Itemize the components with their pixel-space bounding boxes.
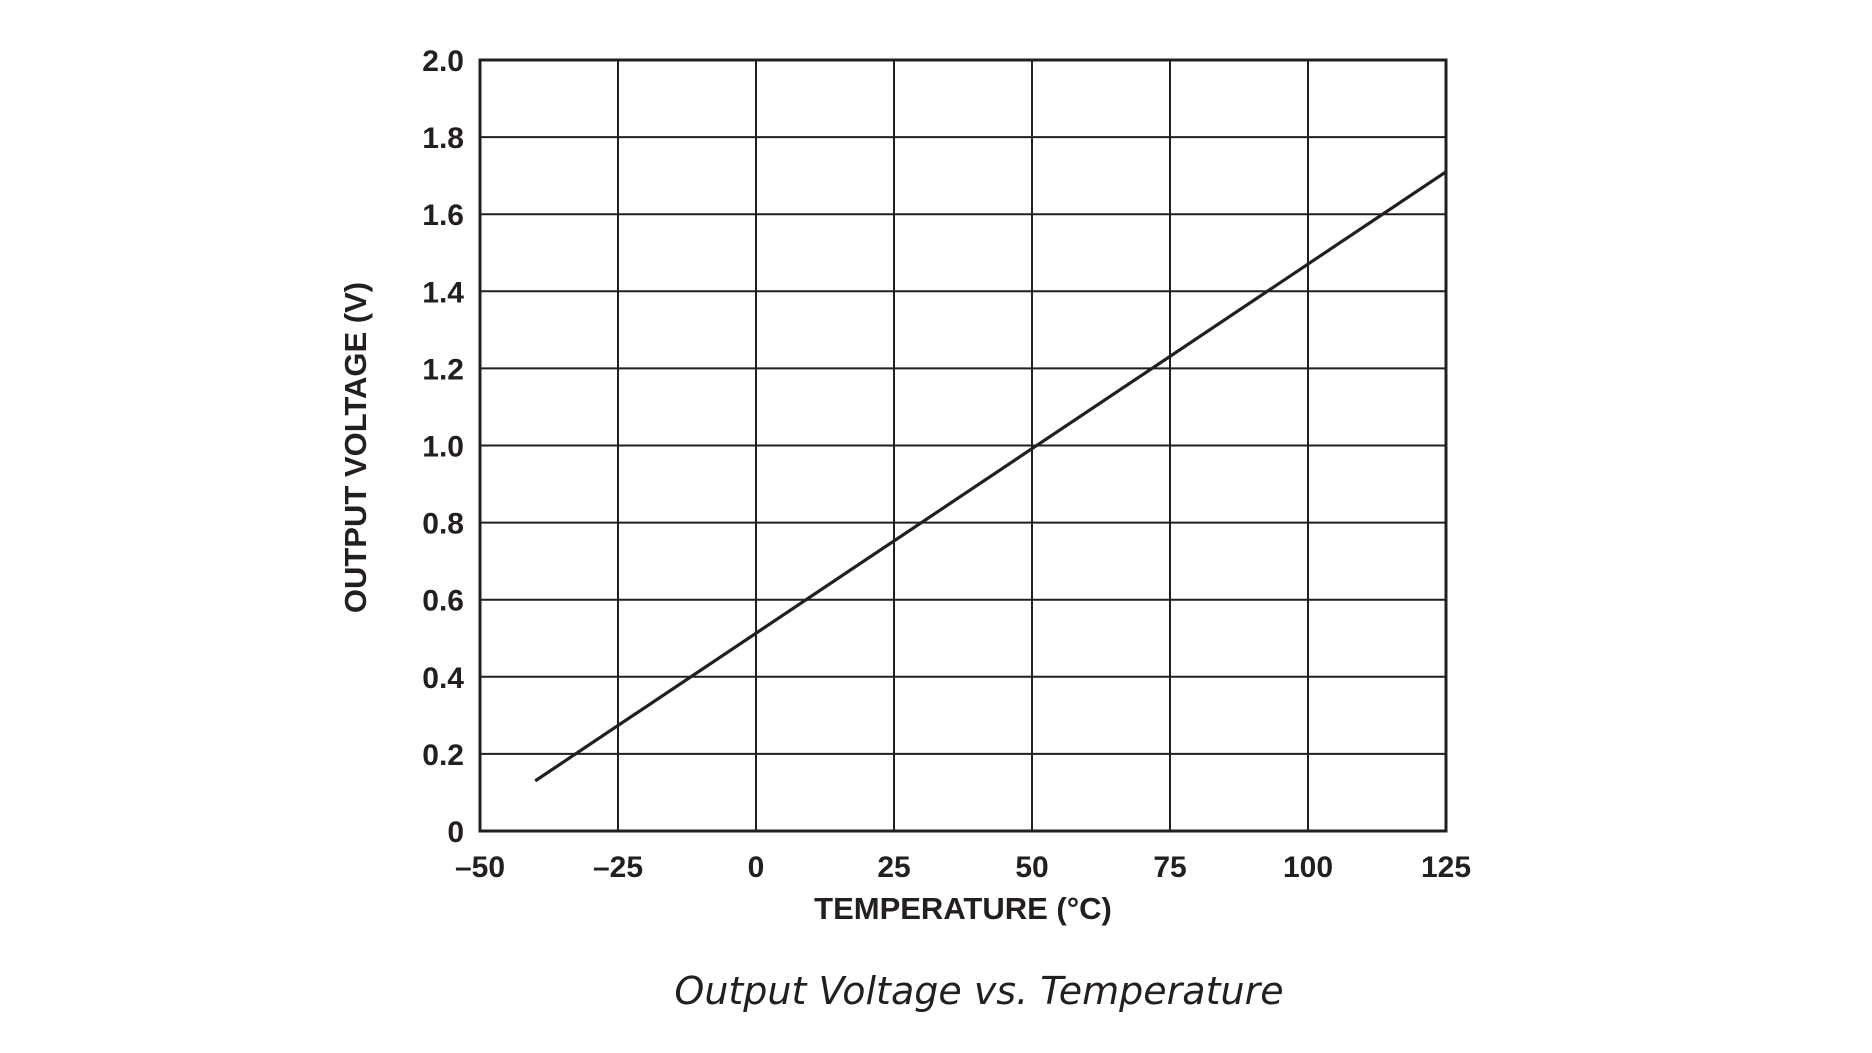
x-tick-label: 75 [1153, 851, 1186, 884]
x-tick-label: 50 [1015, 851, 1048, 884]
y-tick-labels: 0 0.2 0.4 0.6 0.8 1.0 1.2 1.4 1.6 1.8 2.0 [422, 45, 464, 849]
x-tick-labels: –50 –25 0 25 50 75 100 125 [455, 851, 1471, 884]
chart-caption: Output Voltage vs. Temperature [674, 969, 1283, 1013]
series-layer [534, 170, 1447, 783]
y-axis-title: OUTPUT VOLTAGE (V) [338, 282, 373, 613]
plot-border [478, 58, 1448, 833]
y-tick-label: 0 [447, 816, 464, 849]
y-tick-label: 2.0 [422, 45, 464, 78]
x-tick-label: 0 [748, 851, 765, 884]
x-tick-label: 25 [877, 851, 910, 884]
y-tick-label: 0.4 [422, 662, 464, 695]
x-tick-label: –50 [455, 851, 505, 884]
y-tick-label: 1.4 [422, 276, 464, 309]
x-tick-label: 125 [1421, 851, 1471, 884]
series-line [534, 170, 1447, 783]
y-tick-label: 0.6 [422, 585, 464, 618]
x-axis-title: TEMPERATURE (°C) [814, 891, 1112, 926]
y-tick-label: 1.8 [422, 122, 464, 155]
y-tick-label: 1.0 [422, 431, 464, 464]
y-tick-label: 0.8 [422, 508, 464, 541]
x-tick-label: 100 [1283, 851, 1333, 884]
y-tick-label: 1.6 [422, 199, 464, 232]
x-tick-label: –25 [593, 851, 643, 884]
grid [480, 60, 1446, 831]
y-tick-label: 1.2 [422, 353, 464, 386]
y-tick-label: 0.2 [422, 739, 464, 772]
plot-frame [478, 58, 1448, 833]
